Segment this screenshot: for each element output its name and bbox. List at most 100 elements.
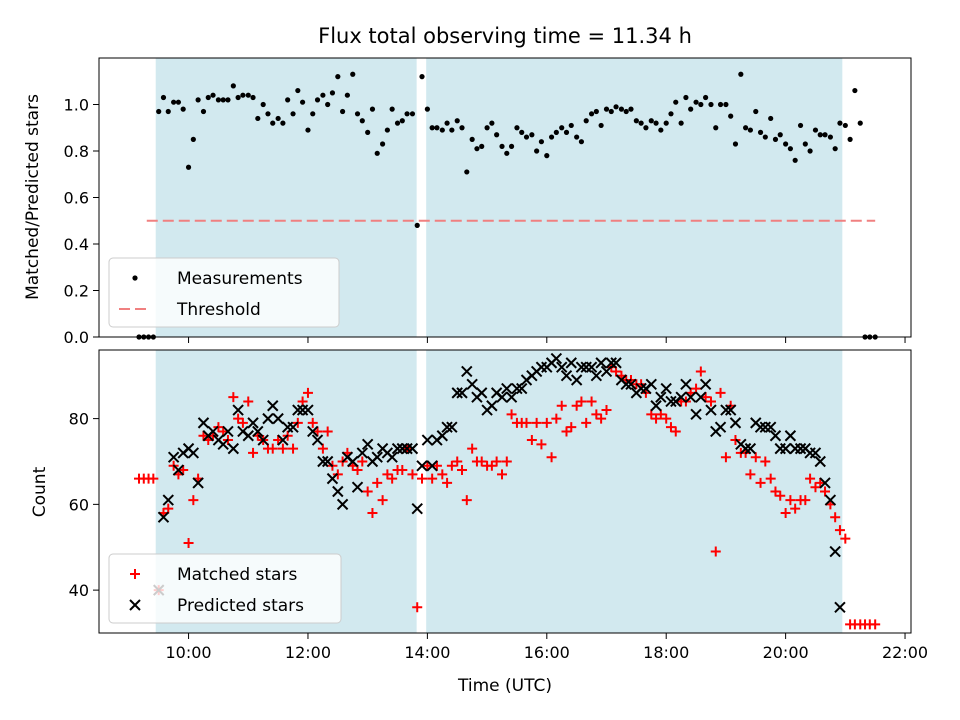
- matched-stars-point-58: [422, 460, 433, 471]
- measurements-point-76: [514, 125, 520, 131]
- ratio-y-label: Matched/Predicted stars: [23, 94, 43, 300]
- predicted-stars-point-115: [724, 404, 737, 416]
- predicted-stars-point-94: [620, 378, 632, 391]
- measurements-point-111: [688, 106, 694, 112]
- measurements-point-21: [240, 92, 246, 98]
- matched-stars-point-108: [670, 426, 681, 437]
- predicted-stars-point-87: [585, 361, 598, 373]
- measurements-point-115: [708, 101, 714, 108]
- measurements-point-22: [245, 92, 251, 98]
- measurements-point-63: [449, 127, 455, 133]
- predicted-stars-point-85: [575, 361, 588, 373]
- measurements-point-41: [340, 108, 346, 115]
- predicted-stars-point-105: [675, 391, 687, 403]
- matched-stars-point-66: [461, 495, 472, 506]
- predicted-stars-point-107: [684, 391, 697, 403]
- legend-label-1-0: Matched stars: [177, 565, 297, 585]
- predicted-stars-point-42: [361, 438, 374, 451]
- x-axis-label: Time (UTC): [457, 676, 552, 696]
- ytick-label-0-0: 0.0: [64, 328, 89, 347]
- predicted-stars-point-54: [421, 434, 434, 446]
- predicted-stars-point-13: [217, 438, 229, 451]
- matched-stars-point-87: [566, 422, 577, 433]
- measurements-point-120: [732, 141, 739, 147]
- predicted-stars-point-23: [267, 400, 279, 412]
- count-y-label: Count: [30, 466, 50, 517]
- xtick-label-2: 14:00: [404, 643, 450, 662]
- predicted-stars-point-37: [336, 498, 349, 511]
- matched-stars-point-91: [586, 396, 597, 407]
- measurements-point-133: [797, 122, 804, 129]
- predicted-stars-point-61: [456, 387, 468, 399]
- measurements-point-51: [389, 106, 395, 112]
- matched-stars-point-89: [576, 396, 587, 407]
- legend-box-0: [108, 257, 340, 328]
- predicted-stars-point-18: [242, 430, 254, 442]
- measurements-point-137: [817, 132, 823, 138]
- matched-stars-point-78: [521, 417, 532, 428]
- measurements-point-70: [484, 125, 490, 131]
- matched-stars-point-90: [581, 417, 592, 428]
- measurements-point-101: [638, 120, 644, 126]
- matched-stars-point-118: [720, 452, 731, 463]
- measurements-point-91: [588, 111, 595, 117]
- matched-stars-point-60: [431, 460, 442, 471]
- predicted-stars-point-11: [207, 425, 219, 438]
- measurements-point-136: [812, 127, 819, 133]
- predicted-stars-point-28: [292, 404, 304, 416]
- measurements-point-65: [459, 125, 465, 131]
- predicted-stars-point-31: [307, 425, 319, 438]
- matched-stars-point-57: [417, 473, 428, 484]
- matched-stars-point-74: [501, 456, 512, 467]
- ytick-label-0-1: 0.2: [64, 282, 89, 301]
- measurements-point-100: [633, 118, 639, 124]
- ytick-label-0-2: 0.4: [64, 235, 89, 254]
- count-y-axis: 40 60 80: [69, 410, 99, 600]
- ytick-label-0-5: 1.0: [64, 96, 89, 115]
- matched-stars-point-67: [467, 443, 478, 454]
- matched-stars-point-96: [611, 366, 622, 377]
- measurements-point-43: [350, 71, 356, 77]
- matched-stars-point-9: [178, 465, 189, 476]
- measurements-point-24: [255, 115, 261, 122]
- measurements-point-130: [783, 141, 789, 147]
- matched-stars-point-36: [312, 426, 323, 437]
- matched-stars-point-105: [655, 409, 666, 420]
- xtick-label-5: 20:00: [763, 643, 809, 662]
- predicted-stars-point-53: [416, 460, 428, 472]
- measurements-point-107: [668, 111, 674, 117]
- measurements-point-92: [593, 108, 599, 115]
- ratio-y-axis: 0.0 0.2 0.4 0.6 0.8 1.0: [64, 96, 99, 347]
- measurements-point-117: [717, 101, 724, 108]
- measurements-point-119: [728, 113, 734, 119]
- predicted-stars-point-14: [222, 425, 234, 438]
- measurements-point-131: [787, 146, 793, 152]
- matched-stars-point-79: [526, 435, 537, 446]
- legend-label-0-1: Threshold: [176, 300, 261, 320]
- measurements-point-53: [399, 118, 405, 124]
- matched-stars-point-21: [237, 417, 248, 428]
- measurements-point-73: [499, 143, 505, 149]
- measurements-point-108: [673, 99, 679, 105]
- matched-stars-point-129: [775, 490, 786, 501]
- measurements-point-116: [713, 125, 719, 131]
- measurements-point-23: [250, 94, 256, 101]
- predicted-stars-point-100: [650, 400, 662, 412]
- predicted-stars-point-69: [496, 391, 508, 403]
- measurements-point-97: [618, 106, 625, 112]
- measurements-point-15: [210, 92, 216, 98]
- matched-stars-point-23: [248, 447, 259, 458]
- measurements-point-27: [270, 120, 276, 126]
- matched-stars-point-137: [815, 477, 826, 488]
- matched-stars-point-114: [700, 392, 711, 403]
- predicted-stars-point-22: [262, 412, 274, 425]
- predicted-stars-point-103: [665, 395, 677, 408]
- measurements-point-103: [648, 118, 654, 124]
- predicted-stars-point-127: [784, 430, 797, 442]
- matched-stars-point-127: [765, 473, 776, 484]
- matched-stars-point-82: [541, 417, 552, 428]
- measurements-point-89: [578, 139, 585, 145]
- measurements-point-44: [354, 111, 361, 117]
- matched-stars-point-80: [531, 417, 542, 428]
- measurements-point-26: [265, 111, 271, 117]
